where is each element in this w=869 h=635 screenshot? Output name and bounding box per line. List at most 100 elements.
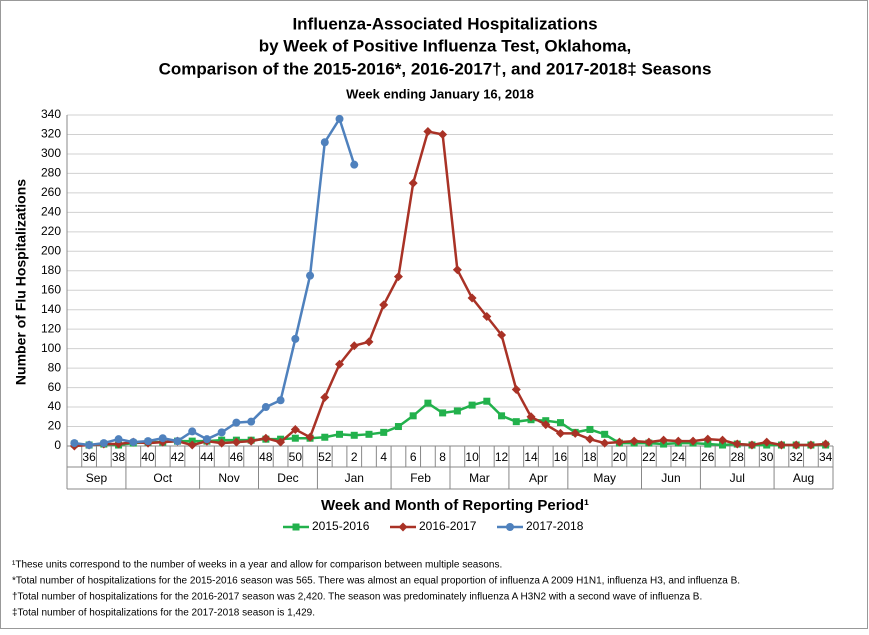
- marker: [291, 434, 299, 442]
- x-tick-label: 48: [259, 450, 273, 464]
- x-tick-label: 12: [495, 450, 509, 464]
- marker: [526, 412, 536, 422]
- legend-label: 2017-2018: [526, 519, 584, 533]
- marker: [409, 412, 417, 420]
- marker: [673, 436, 683, 446]
- footnote: ‡Total number of hospitalizations for th…: [12, 608, 315, 619]
- y-tick-label: 60: [48, 380, 62, 394]
- x-tick-label: 18: [583, 450, 597, 464]
- y-tick-label: 300: [41, 146, 61, 160]
- x-tick-label: 28: [731, 450, 745, 464]
- month-label: Jul: [730, 471, 745, 485]
- month-label: Oct: [153, 471, 172, 485]
- marker: [821, 439, 831, 449]
- marker: [217, 438, 227, 448]
- marker: [468, 401, 476, 409]
- y-tick-label: 280: [41, 166, 61, 180]
- series: [70, 114, 359, 450]
- marker: [467, 293, 477, 303]
- marker: [541, 420, 551, 430]
- month-label: Jun: [661, 471, 680, 485]
- x-tick-label: 10: [465, 450, 479, 464]
- marker: [762, 437, 772, 447]
- y-tick-label: 340: [41, 107, 61, 121]
- title-line: Comparison of the 2015-2016*, 2016-2017†…: [159, 59, 712, 78]
- marker: [512, 418, 520, 426]
- legend-label: 2015-2016: [312, 519, 370, 533]
- marker: [732, 439, 742, 449]
- x-tick-label: 42: [171, 450, 185, 464]
- month-label: Feb: [410, 471, 431, 485]
- marker: [144, 437, 153, 446]
- marker: [423, 127, 433, 137]
- marker: [276, 437, 286, 447]
- marker: [483, 397, 491, 405]
- x-tick-label: 4: [380, 450, 387, 464]
- marker: [320, 138, 329, 147]
- legend-label: 2016-2017: [419, 519, 477, 533]
- marker: [511, 385, 521, 395]
- marker: [408, 178, 418, 188]
- marker: [600, 438, 610, 448]
- x-tick-label: 2: [351, 450, 358, 464]
- y-axis-title: Number of Flu Hospitalizations: [13, 179, 29, 385]
- marker: [718, 435, 728, 445]
- y-tick-label: 260: [41, 185, 61, 199]
- x-tick-label: 44: [200, 450, 214, 464]
- legend-marker: [292, 523, 300, 531]
- marker: [659, 435, 669, 445]
- marker: [629, 436, 639, 446]
- line: [74, 130, 826, 448]
- marker: [129, 438, 138, 447]
- month-label: Dec: [277, 471, 298, 485]
- footnote: †Total number of hospitalizations for th…: [12, 592, 702, 603]
- marker: [321, 433, 329, 441]
- marker: [585, 434, 595, 444]
- marker: [586, 425, 594, 433]
- marker: [349, 341, 359, 351]
- footnote: *Total number of hospitalizations for th…: [12, 576, 740, 587]
- x-tick-label: 40: [141, 450, 155, 464]
- title-line: Influenza-Associated Hospitalizations: [292, 14, 597, 33]
- marker: [644, 437, 654, 447]
- marker: [291, 334, 300, 343]
- marker: [114, 435, 123, 444]
- marker: [601, 430, 609, 438]
- marker: [439, 409, 447, 417]
- x-tick-label: 32: [789, 450, 803, 464]
- y-tick-label: 160: [41, 282, 61, 296]
- marker: [85, 441, 94, 450]
- marker: [231, 437, 241, 447]
- x-tick-label: 34: [819, 450, 833, 464]
- x-tick-label: 50: [289, 450, 303, 464]
- marker: [365, 430, 373, 438]
- marker: [335, 359, 345, 369]
- marker: [350, 431, 358, 439]
- marker: [703, 434, 713, 444]
- marker: [290, 424, 300, 434]
- marker: [394, 423, 402, 431]
- legend-marker: [506, 523, 514, 531]
- marker: [497, 330, 507, 340]
- marker: [158, 434, 167, 443]
- marker: [498, 412, 506, 420]
- x-tick-label: 52: [318, 450, 332, 464]
- month-label: Sep: [86, 471, 108, 485]
- y-tick-label: 140: [41, 302, 61, 316]
- marker: [335, 114, 344, 123]
- x-tick-label: 26: [701, 450, 715, 464]
- x-tick-label: 46: [230, 450, 244, 464]
- marker: [246, 436, 256, 446]
- marker: [306, 271, 315, 280]
- y-tick-label: 240: [41, 205, 61, 219]
- y-tick-label: 80: [48, 360, 62, 374]
- x-tick-label: 6: [410, 450, 417, 464]
- marker: [202, 435, 211, 444]
- y-tick-label: 0: [54, 438, 61, 452]
- marker: [570, 428, 580, 438]
- marker: [776, 440, 786, 450]
- marker: [704, 440, 712, 448]
- x-tick-label: 30: [760, 450, 774, 464]
